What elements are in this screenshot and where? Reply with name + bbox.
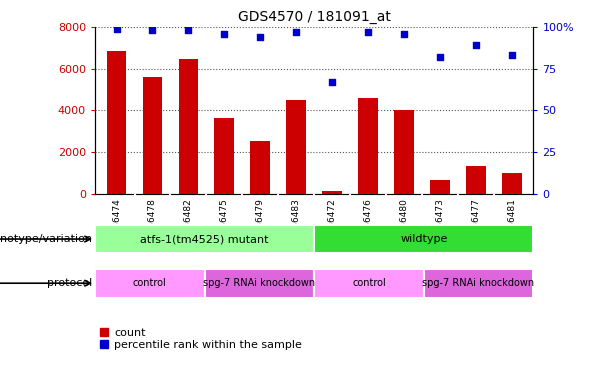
Text: GSM936478: GSM936478 [148,198,157,253]
Text: GSM936479: GSM936479 [256,198,265,253]
Text: GSM936477: GSM936477 [471,198,481,253]
Bar [466,166,485,194]
Point [148,27,158,33]
Bar [322,191,342,194]
Bar [314,269,424,298]
Bar [286,100,306,194]
Point [435,54,445,60]
Text: spg-7 RNAi knockdown: spg-7 RNAi knockdown [422,278,535,288]
Bar [250,141,270,194]
Bar [143,77,162,194]
Bar [358,98,378,194]
Bar [502,173,522,194]
Text: wildtype: wildtype [400,234,447,244]
Text: control: control [352,278,386,288]
Point [327,79,337,85]
Bar [314,225,533,253]
Point [256,34,265,40]
Text: spg-7 RNAi knockdown: spg-7 RNAi knockdown [204,278,316,288]
Legend: count, percentile rank within the sample: count, percentile rank within the sample [101,328,302,350]
Point [112,25,121,31]
Bar [95,269,205,298]
Text: GSM936473: GSM936473 [435,198,444,253]
Text: control: control [133,278,167,288]
Bar [215,118,234,194]
Text: GSM936476: GSM936476 [364,198,373,253]
Text: GSM936472: GSM936472 [327,198,337,253]
Text: GSM936483: GSM936483 [292,198,301,253]
Text: GSM936475: GSM936475 [220,198,229,253]
Title: GDS4570 / 181091_at: GDS4570 / 181091_at [238,10,390,25]
Bar [430,180,450,194]
Bar [178,59,198,194]
Bar [205,269,314,298]
Text: protocol: protocol [47,278,92,288]
Point [291,29,301,35]
Point [183,27,193,33]
Point [507,52,517,58]
Point [219,30,229,36]
Text: GSM936474: GSM936474 [112,198,121,253]
Point [399,30,409,36]
Bar [424,269,533,298]
Point [471,42,481,48]
Bar [107,51,126,194]
Text: GSM936481: GSM936481 [507,198,516,253]
Bar [95,225,314,253]
Text: GSM936482: GSM936482 [184,198,193,253]
Text: genotype/variation: genotype/variation [0,234,92,244]
Text: atfs-1(tm4525) mutant: atfs-1(tm4525) mutant [140,234,269,244]
Point [363,29,373,35]
Bar [394,111,414,194]
Text: GSM936480: GSM936480 [400,198,408,253]
